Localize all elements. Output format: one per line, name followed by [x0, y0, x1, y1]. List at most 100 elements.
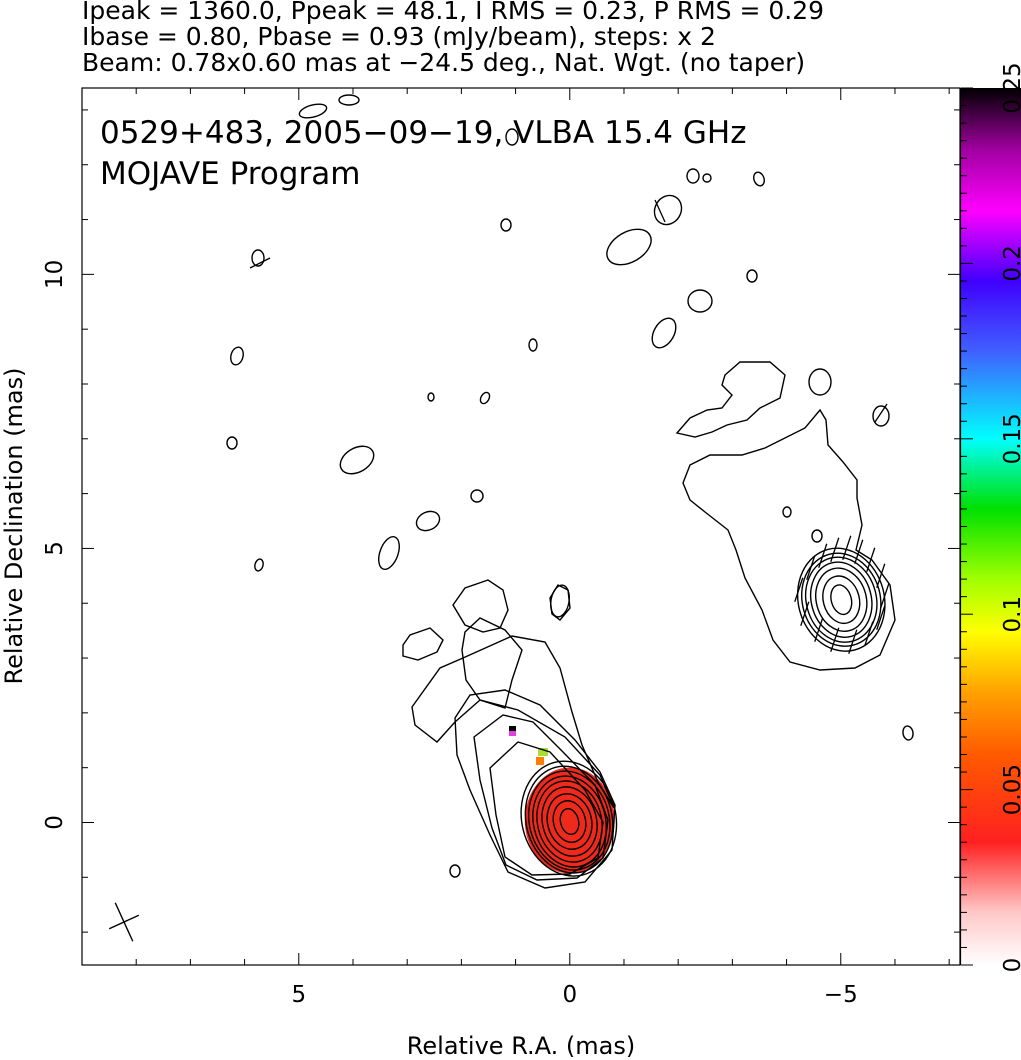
- header-line-3: Beam: 0.78x0.60 mas at −24.5 deg., Nat. …: [82, 48, 806, 77]
- core-contour-ring: [527, 770, 611, 871]
- x-tick-label: 5: [291, 982, 306, 1008]
- colorbar-label: 0.2: [1000, 245, 1021, 282]
- evpa-tick: [830, 537, 840, 562]
- noise-contour: [479, 391, 491, 405]
- jet-contour: [402, 627, 444, 661]
- evpa-tick: [800, 601, 810, 626]
- evpa-tick: [794, 577, 804, 602]
- noise-contour: [500, 218, 512, 232]
- knot-contour-ring: [815, 567, 868, 632]
- source-title: 0529+483, 2005−09−19, VLBA 15.4 GHz: [100, 115, 746, 151]
- evpa-tick: [848, 629, 858, 654]
- fill-notch: [520, 870, 536, 878]
- noise-contour: [753, 171, 765, 187]
- program-subtitle: MOJAVE Program: [100, 156, 360, 192]
- knot-outer-contour: [682, 408, 896, 671]
- colorbar: [961, 88, 1021, 965]
- noise-contour: [338, 94, 360, 106]
- core-contour: [489, 741, 604, 876]
- beam-minor-axis: [108, 914, 140, 930]
- colorbar-labels: 0 0.05 0.1 0.15 0.2 0.25: [1000, 62, 1021, 972]
- knot-contour-ring: [800, 552, 882, 647]
- noise-contour: [339, 445, 375, 475]
- pol-pixel-green: [538, 748, 548, 756]
- pol-pixel-black: [509, 726, 516, 731]
- noise-contour: [470, 489, 484, 503]
- core-contour-ring: [541, 786, 598, 857]
- x-tick-label: 0: [562, 982, 577, 1008]
- colorbar-ticks: [961, 87, 973, 966]
- noise-contour: [251, 249, 265, 267]
- knot-contour-ring: [830, 584, 853, 616]
- colorbar-label: 0.25: [1000, 62, 1021, 113]
- x-tick-label: −5: [824, 982, 858, 1008]
- evpa-tick: [814, 617, 824, 642]
- noise-contour: [298, 103, 328, 119]
- core-contour-ring: [536, 780, 603, 863]
- knot-contour-ring: [822, 575, 861, 625]
- evpa-tick: [818, 543, 828, 568]
- noise-contour: [746, 269, 758, 283]
- noise-contour: [606, 228, 652, 266]
- noise-contour: [505, 128, 519, 146]
- x-tick-labels: 5 0 −5: [291, 982, 857, 1008]
- pol-pixel-magenta: [509, 731, 516, 736]
- noise-contour: [902, 725, 914, 741]
- knot-contour-ring: [809, 561, 873, 638]
- evpa-tick: [866, 547, 876, 572]
- noise-contour: [687, 289, 713, 313]
- y-tick-label: 5: [42, 541, 68, 556]
- evpa-tick: [854, 539, 864, 564]
- evpa-tick: [876, 563, 886, 588]
- evpa-tick: [830, 627, 840, 652]
- noise-contour: [653, 194, 683, 226]
- colorbar-label: 0: [1000, 958, 1021, 973]
- jet-contour: [549, 584, 571, 621]
- core-contour-ring: [552, 800, 587, 843]
- evpa-tick: [806, 555, 816, 580]
- evpa-tick: [876, 605, 886, 630]
- noise-contour: [782, 506, 792, 518]
- header-line-2: Ibase = 0.80, Pbase = 0.93 (mJy/beam), s…: [82, 22, 716, 51]
- axis-ticks: [82, 88, 960, 965]
- noise-contour: [811, 529, 823, 543]
- noise-contour: [550, 584, 570, 618]
- y-tick-label: 10: [42, 260, 68, 289]
- noise-contour: [528, 338, 538, 352]
- noise-contour: [808, 368, 832, 396]
- jet-contour: [411, 635, 615, 809]
- noise-contour: [686, 168, 700, 184]
- noise-contour: [415, 510, 441, 532]
- noise-contour: [651, 317, 677, 349]
- fill-notch: [590, 868, 602, 878]
- jet-contour: [452, 579, 509, 633]
- y-axis-title: Relative Declination (mas): [0, 367, 28, 684]
- core-contour-ring: [524, 765, 614, 874]
- noise-contour: [226, 436, 238, 450]
- knot-contour-ring: [804, 556, 878, 643]
- noise-contour: [378, 536, 400, 570]
- core-contour-ring: [559, 808, 580, 836]
- evpa-tick: [864, 621, 874, 646]
- evpa-tick: [249, 257, 271, 269]
- colorbar-label: 0.05: [1000, 764, 1021, 815]
- evpa-tick: [654, 199, 666, 223]
- y-tick-label: 0: [42, 815, 68, 830]
- noise-contour: [702, 173, 712, 183]
- evpa-tick: [880, 583, 890, 608]
- plot-content: [108, 94, 914, 942]
- noise-contour: [254, 558, 264, 572]
- noise-contour: [449, 864, 461, 878]
- noise-contour: [427, 392, 435, 402]
- core-contour-ring: [532, 775, 607, 868]
- header-line-1: Ipeak = 1360.0, Ppeak = 48.1, I RMS = 0.…: [82, 0, 825, 25]
- evpa-tick: [842, 535, 852, 560]
- y-tick-labels: 0 5 10: [42, 260, 68, 830]
- core-contour: [454, 689, 616, 889]
- colorbar-label: 0.15: [1000, 413, 1021, 464]
- noise-contour: [872, 405, 890, 427]
- knot-cap-contour: [675, 361, 786, 438]
- evpa-tick: [874, 403, 888, 423]
- knot-contour-ring: [796, 547, 886, 652]
